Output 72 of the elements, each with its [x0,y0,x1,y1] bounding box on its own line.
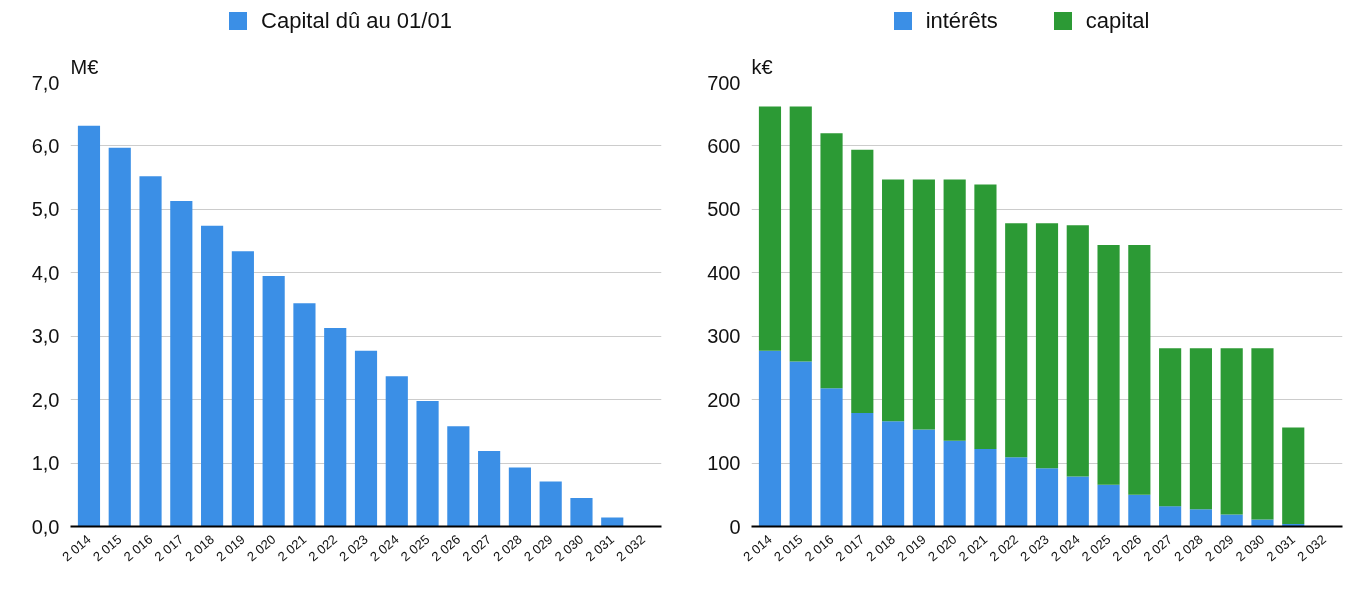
bar [385,376,408,527]
bar [882,179,905,422]
y-tick-label: 5,0 [31,198,60,221]
bar [1220,514,1243,527]
bar [1005,457,1028,527]
y-axis-title: k€ [751,55,773,78]
bar [1251,348,1274,520]
bar [1189,509,1212,527]
bar [1282,427,1305,524]
y-tick-label: 7,0 [31,71,60,94]
bar [1220,348,1243,515]
bar [820,388,843,527]
y-tick-label: 3,0 [31,325,60,348]
bar [1035,223,1059,469]
bar [139,176,162,527]
bar [508,467,531,527]
bar [262,275,285,527]
bar [1097,244,1120,485]
bar [820,133,843,389]
legend-label: capital [1084,7,1150,35]
bar [943,440,966,527]
y-tick-label: 6,0 [31,134,60,157]
bar [108,147,131,527]
bar [789,361,812,527]
bar [170,201,193,527]
bar [1128,494,1151,527]
bar [478,451,501,527]
y-tick-label: 600 [707,134,741,157]
bar [758,350,782,527]
bar [1159,348,1182,507]
bar [912,429,935,527]
bar [539,481,562,527]
bar [943,179,966,441]
bar [1005,223,1028,458]
bar [77,125,101,527]
bar [1066,225,1089,477]
bar [851,412,874,527]
y-tick-label: 4,0 [31,261,60,284]
bar [201,225,224,527]
bar [1097,484,1120,527]
y-tick-label: 300 [707,325,741,348]
legend-label: Capital dû au 01/01 [260,7,452,35]
y-tick-label: 500 [707,198,741,221]
y-tick-label: 0 [729,515,741,538]
y-tick-label: 200 [707,388,741,411]
bar [758,106,782,351]
bar [851,149,874,413]
bar [974,184,997,450]
y-tick-label: 100 [707,452,741,475]
bar [570,497,593,527]
y-tick-label: 0,0 [31,515,60,538]
bar [912,179,935,430]
y-tick-label: 400 [707,261,741,284]
bar [354,350,378,527]
y-tick-label: 1,0 [31,452,60,475]
bar [231,251,254,527]
bar [974,449,997,527]
bar [1128,244,1151,495]
bar [416,400,439,527]
bar [324,327,347,527]
bar [447,426,470,527]
bar [1189,348,1212,510]
y-tick-label: 2,0 [31,388,60,411]
bar [1035,468,1059,527]
bar [789,106,812,362]
bar [882,421,905,527]
bar [1066,476,1089,527]
y-tick-label: 700 [707,71,741,94]
bar [293,303,316,527]
y-axis-title: M€ [70,55,99,78]
legend-label: intérêts [924,7,998,35]
bar [1159,506,1182,527]
